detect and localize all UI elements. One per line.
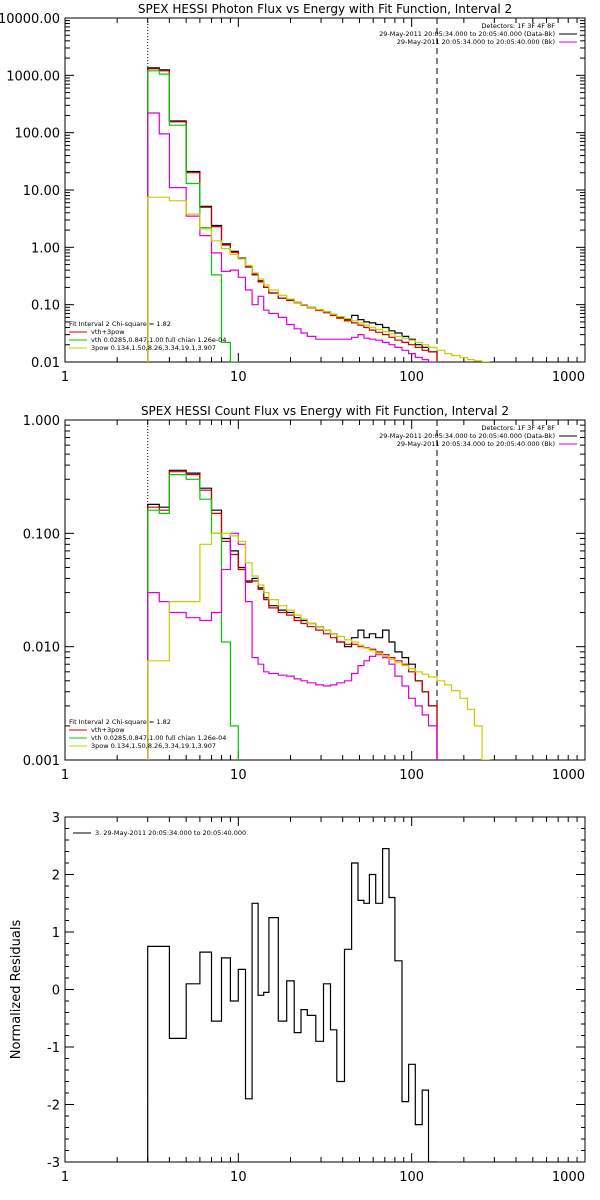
plot-frame bbox=[64, 419, 586, 761]
chart-title: SPEX HESSI Count Flux vs Energy with Fit… bbox=[141, 404, 509, 418]
legend-top-entry: 29-May-2011 20:05:34.000 to 20:05:40.000… bbox=[379, 30, 555, 38]
legend-top-entry: 29-May-2011 20:05:34.000 to 20:05:40.000… bbox=[397, 38, 555, 46]
y-tick-label: 1000.00 bbox=[6, 69, 60, 84]
series-line-4 bbox=[147, 532, 490, 760]
y-tick-label: -3 bbox=[47, 1156, 60, 1171]
y-tick-label: 0 bbox=[52, 984, 60, 999]
y-tick-label: 0.001 bbox=[23, 754, 60, 769]
legend-top-entry: 29-May-2011 20:05:34.000 to 20:05:40.000… bbox=[379, 432, 555, 440]
plot-frame bbox=[64, 816, 586, 1163]
x-tick-label: 10 bbox=[230, 370, 247, 385]
y-tick-label: 0.01 bbox=[31, 356, 60, 371]
x-tick-label: 10 bbox=[230, 768, 247, 783]
chart-title: SPEX HESSI Photon Flux vs Energy with Fi… bbox=[138, 2, 512, 16]
x-tick-label: 100 bbox=[399, 1170, 424, 1185]
legend-fit-entry: 3pow 0.134,1.50,8.26,3.34,19.1,3.907 bbox=[91, 344, 216, 352]
x-tick-label: 1 bbox=[61, 768, 69, 783]
series-line-3 bbox=[147, 532, 438, 760]
photon-flux-panel: SPEX HESSI Photon Flux vs Energy with Fi… bbox=[0, 2, 586, 385]
legend-fit-entry: vth 0.0285,0.847,1.00 full chian 1.26e-0… bbox=[91, 734, 226, 742]
legend-top-entry: 29-May-2011 20:05:34.000 to 20:05:40.000… bbox=[397, 440, 555, 448]
legend-fit-header: Fit Interval 2 Chi-square = 1.82 bbox=[69, 320, 171, 328]
series-group bbox=[147, 67, 490, 362]
series-group bbox=[147, 469, 490, 760]
x-tick-label: 10 bbox=[230, 1170, 247, 1185]
series-line-2 bbox=[147, 474, 239, 760]
series-line-0 bbox=[147, 469, 438, 760]
y-tick-label: 10.00 bbox=[23, 184, 60, 199]
count-flux-panel: SPEX HESSI Count Flux vs Energy with Fit… bbox=[23, 404, 586, 783]
y-tick-label: -2 bbox=[47, 1099, 60, 1114]
legend-fit-header: Fit Interval 2 Chi-square = 1.82 bbox=[69, 718, 171, 726]
y-tick-label: 1 bbox=[52, 926, 60, 941]
y-tick-label: 3 bbox=[52, 811, 60, 826]
x-tick-label: 1 bbox=[61, 1170, 69, 1185]
x-tick-label: 100 bbox=[399, 370, 424, 385]
y-tick-label: 100.00 bbox=[15, 127, 61, 142]
y-tick-label: 1.00 bbox=[31, 241, 60, 256]
legend-top-entry: Detectors: 1F 3F 4F 8F bbox=[481, 424, 555, 432]
y-tick-label: 10000.00 bbox=[0, 12, 60, 27]
legend-fit-entry: vth+3pow bbox=[91, 726, 125, 734]
y-tick-label: 0.100 bbox=[23, 527, 60, 542]
series-line-3 bbox=[147, 112, 438, 362]
x-tick-label: 1000 bbox=[552, 1170, 585, 1185]
y-tick-label: 2 bbox=[52, 869, 60, 884]
series-line-2 bbox=[147, 70, 239, 362]
x-tick-label: 100 bbox=[399, 768, 424, 783]
legend-fit-entry: vth 0.0285,0.847,1.00 full chian 1.26e-0… bbox=[91, 336, 226, 344]
residuals-panel: 1 10 100 1000 -3 -2 -1 0 1 2 3 Normalized Residuals… bbox=[9, 811, 586, 1185]
legend-fit-entry: vth+3pow bbox=[91, 328, 125, 336]
legend-fit-entry: 3pow 0.134,1.50,8.26,3.34,19.1,3.907 bbox=[91, 742, 216, 750]
y-tick-label: 0.10 bbox=[31, 299, 60, 314]
series-line-0 bbox=[147, 848, 438, 1162]
y-tick-label: 0.010 bbox=[23, 641, 60, 656]
legend-top-entry: Detectors: 1F 3F 4F 8F bbox=[481, 22, 555, 30]
y-tick-label: 1.000 bbox=[23, 414, 60, 429]
series-line-1 bbox=[147, 471, 438, 760]
series-line-4 bbox=[147, 196, 490, 362]
plot-frame bbox=[64, 17, 586, 363]
series-group bbox=[147, 848, 438, 1162]
x-tick-label: 1 bbox=[61, 370, 69, 385]
x-tick-label: 1000 bbox=[552, 370, 585, 385]
y-tick-label: -1 bbox=[47, 1041, 60, 1056]
y-axis-label: Normalized Residuals bbox=[9, 920, 24, 1060]
x-tick-label: 1000 bbox=[552, 768, 585, 783]
legend-entry: 3. 29-May-2011 20:05:34.000 to 20:05:40.… bbox=[95, 829, 246, 837]
